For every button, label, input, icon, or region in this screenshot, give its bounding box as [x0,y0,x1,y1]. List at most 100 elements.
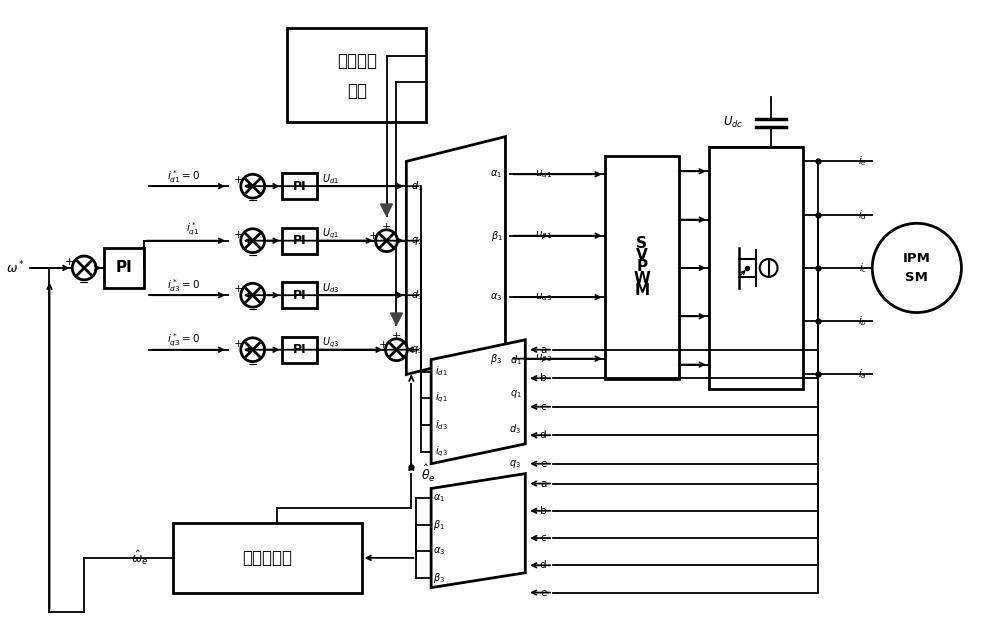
FancyBboxPatch shape [605,156,679,380]
Text: +: + [369,231,378,241]
FancyBboxPatch shape [282,228,317,253]
Text: a: a [540,345,546,355]
Text: $\beta_3$: $\beta_3$ [433,571,445,585]
Text: $U_{q1}$: $U_{q1}$ [322,227,339,241]
FancyBboxPatch shape [104,248,144,288]
Text: +: + [234,284,243,294]
Text: $i_{d3}$: $i_{d3}$ [435,418,447,432]
Text: d: d [540,430,546,440]
FancyBboxPatch shape [282,283,317,308]
Circle shape [72,256,96,280]
Text: $i_b$: $i_b$ [858,314,867,328]
Text: IPM: IPM [903,251,931,265]
Text: $\beta_3$: $\beta_3$ [490,352,502,366]
Text: PI: PI [293,289,307,302]
Text: M: M [634,283,649,298]
Text: $\hat{\omega}_e$: $\hat{\omega}_e$ [131,549,149,567]
Text: $d_1$: $d_1$ [510,352,521,366]
Text: $d_3$: $d_3$ [509,422,521,436]
Text: +: + [65,257,75,267]
Circle shape [386,339,407,361]
Text: d: d [540,560,546,570]
Polygon shape [390,313,402,325]
FancyBboxPatch shape [709,147,803,389]
Text: +: + [382,222,391,232]
Circle shape [241,229,265,253]
Text: PI: PI [293,234,307,247]
Text: e: e [540,587,546,598]
Text: $i_{d1}^*=0$: $i_{d1}^*=0$ [167,168,200,185]
Text: b: b [540,506,546,516]
Text: −: − [247,359,258,371]
Text: $i_{d1}$: $i_{d1}$ [435,364,447,378]
Text: $i_{q1}$: $i_{q1}$ [435,391,447,406]
Text: $i_{q3}$: $i_{q3}$ [435,444,447,459]
Text: PI: PI [115,260,132,276]
Text: $q_1$: $q_1$ [411,235,423,246]
Text: $\alpha_3$: $\alpha_3$ [490,291,502,303]
Text: P: P [636,260,647,274]
Text: e: e [540,458,546,469]
Text: $\beta_1$: $\beta_1$ [491,229,502,243]
Text: 位置观测器: 位置观测器 [243,549,293,567]
Polygon shape [431,474,525,587]
Polygon shape [381,204,392,216]
Circle shape [376,230,397,251]
Text: SM: SM [905,271,928,284]
Text: $d_1$: $d_1$ [411,179,423,193]
Text: $i_d$: $i_d$ [858,208,867,222]
Text: +: + [392,331,401,341]
Text: $i_{q1}^*$: $i_{q1}^*$ [186,221,200,239]
Circle shape [760,259,778,277]
Circle shape [241,283,265,307]
Text: $q_1$: $q_1$ [510,389,521,400]
Text: $u_{\beta 3}$: $u_{\beta 3}$ [535,352,552,365]
Text: $U_{q3}$: $U_{q3}$ [322,335,339,350]
Text: −: − [247,250,258,262]
Text: a: a [540,479,546,488]
Text: +: + [379,340,388,350]
Text: W: W [633,271,650,286]
Text: −: − [79,277,89,290]
Text: $U_{d1}$: $U_{d1}$ [322,172,339,186]
Text: $U_{dc}$: $U_{dc}$ [723,115,743,130]
Text: $\alpha_3$: $\alpha_3$ [433,545,445,557]
Text: $u_{\alpha 1}$: $u_{\alpha 1}$ [535,168,553,180]
Text: V: V [636,248,648,262]
Text: $q_3$: $q_3$ [411,344,423,356]
Text: $d_3$: $d_3$ [411,288,423,302]
Text: b: b [540,373,546,383]
Text: 高频信号: 高频信号 [337,51,377,69]
FancyBboxPatch shape [287,27,426,122]
Text: $u_{\alpha 3}$: $u_{\alpha 3}$ [535,291,553,303]
Text: $u_{\beta 1}$: $u_{\beta 1}$ [535,229,552,242]
Text: $\omega^*$: $\omega^*$ [6,260,25,276]
Text: $i_a$: $i_a$ [858,368,867,382]
Circle shape [241,174,265,198]
Text: $i_{d3}^*=0$: $i_{d3}^*=0$ [167,277,200,293]
Text: $\alpha_1$: $\alpha_1$ [433,493,445,504]
Text: $q_3$: $q_3$ [509,458,521,470]
Text: −: − [247,304,258,317]
Text: c: c [540,533,546,543]
Text: $i_{q3}^*=0$: $i_{q3}^*=0$ [167,331,200,349]
Circle shape [872,224,961,312]
Text: $i_e$: $i_e$ [858,154,867,168]
Text: $\beta_1$: $\beta_1$ [433,518,445,532]
Text: $\hat{\theta}_e$: $\hat{\theta}_e$ [421,463,436,485]
Text: +: + [234,338,243,349]
Polygon shape [431,340,525,464]
FancyBboxPatch shape [282,173,317,199]
Text: S: S [636,236,647,251]
Text: c: c [540,402,546,411]
Text: −: − [247,195,258,208]
Text: +: + [234,175,243,185]
Text: $i_c$: $i_c$ [859,261,867,275]
Text: PI: PI [293,343,307,356]
FancyBboxPatch shape [282,337,317,363]
Text: $U_{d3}$: $U_{d3}$ [322,281,339,295]
Text: +: + [234,230,243,240]
FancyBboxPatch shape [173,523,362,592]
Text: 注入: 注入 [347,82,367,100]
Polygon shape [406,137,505,375]
